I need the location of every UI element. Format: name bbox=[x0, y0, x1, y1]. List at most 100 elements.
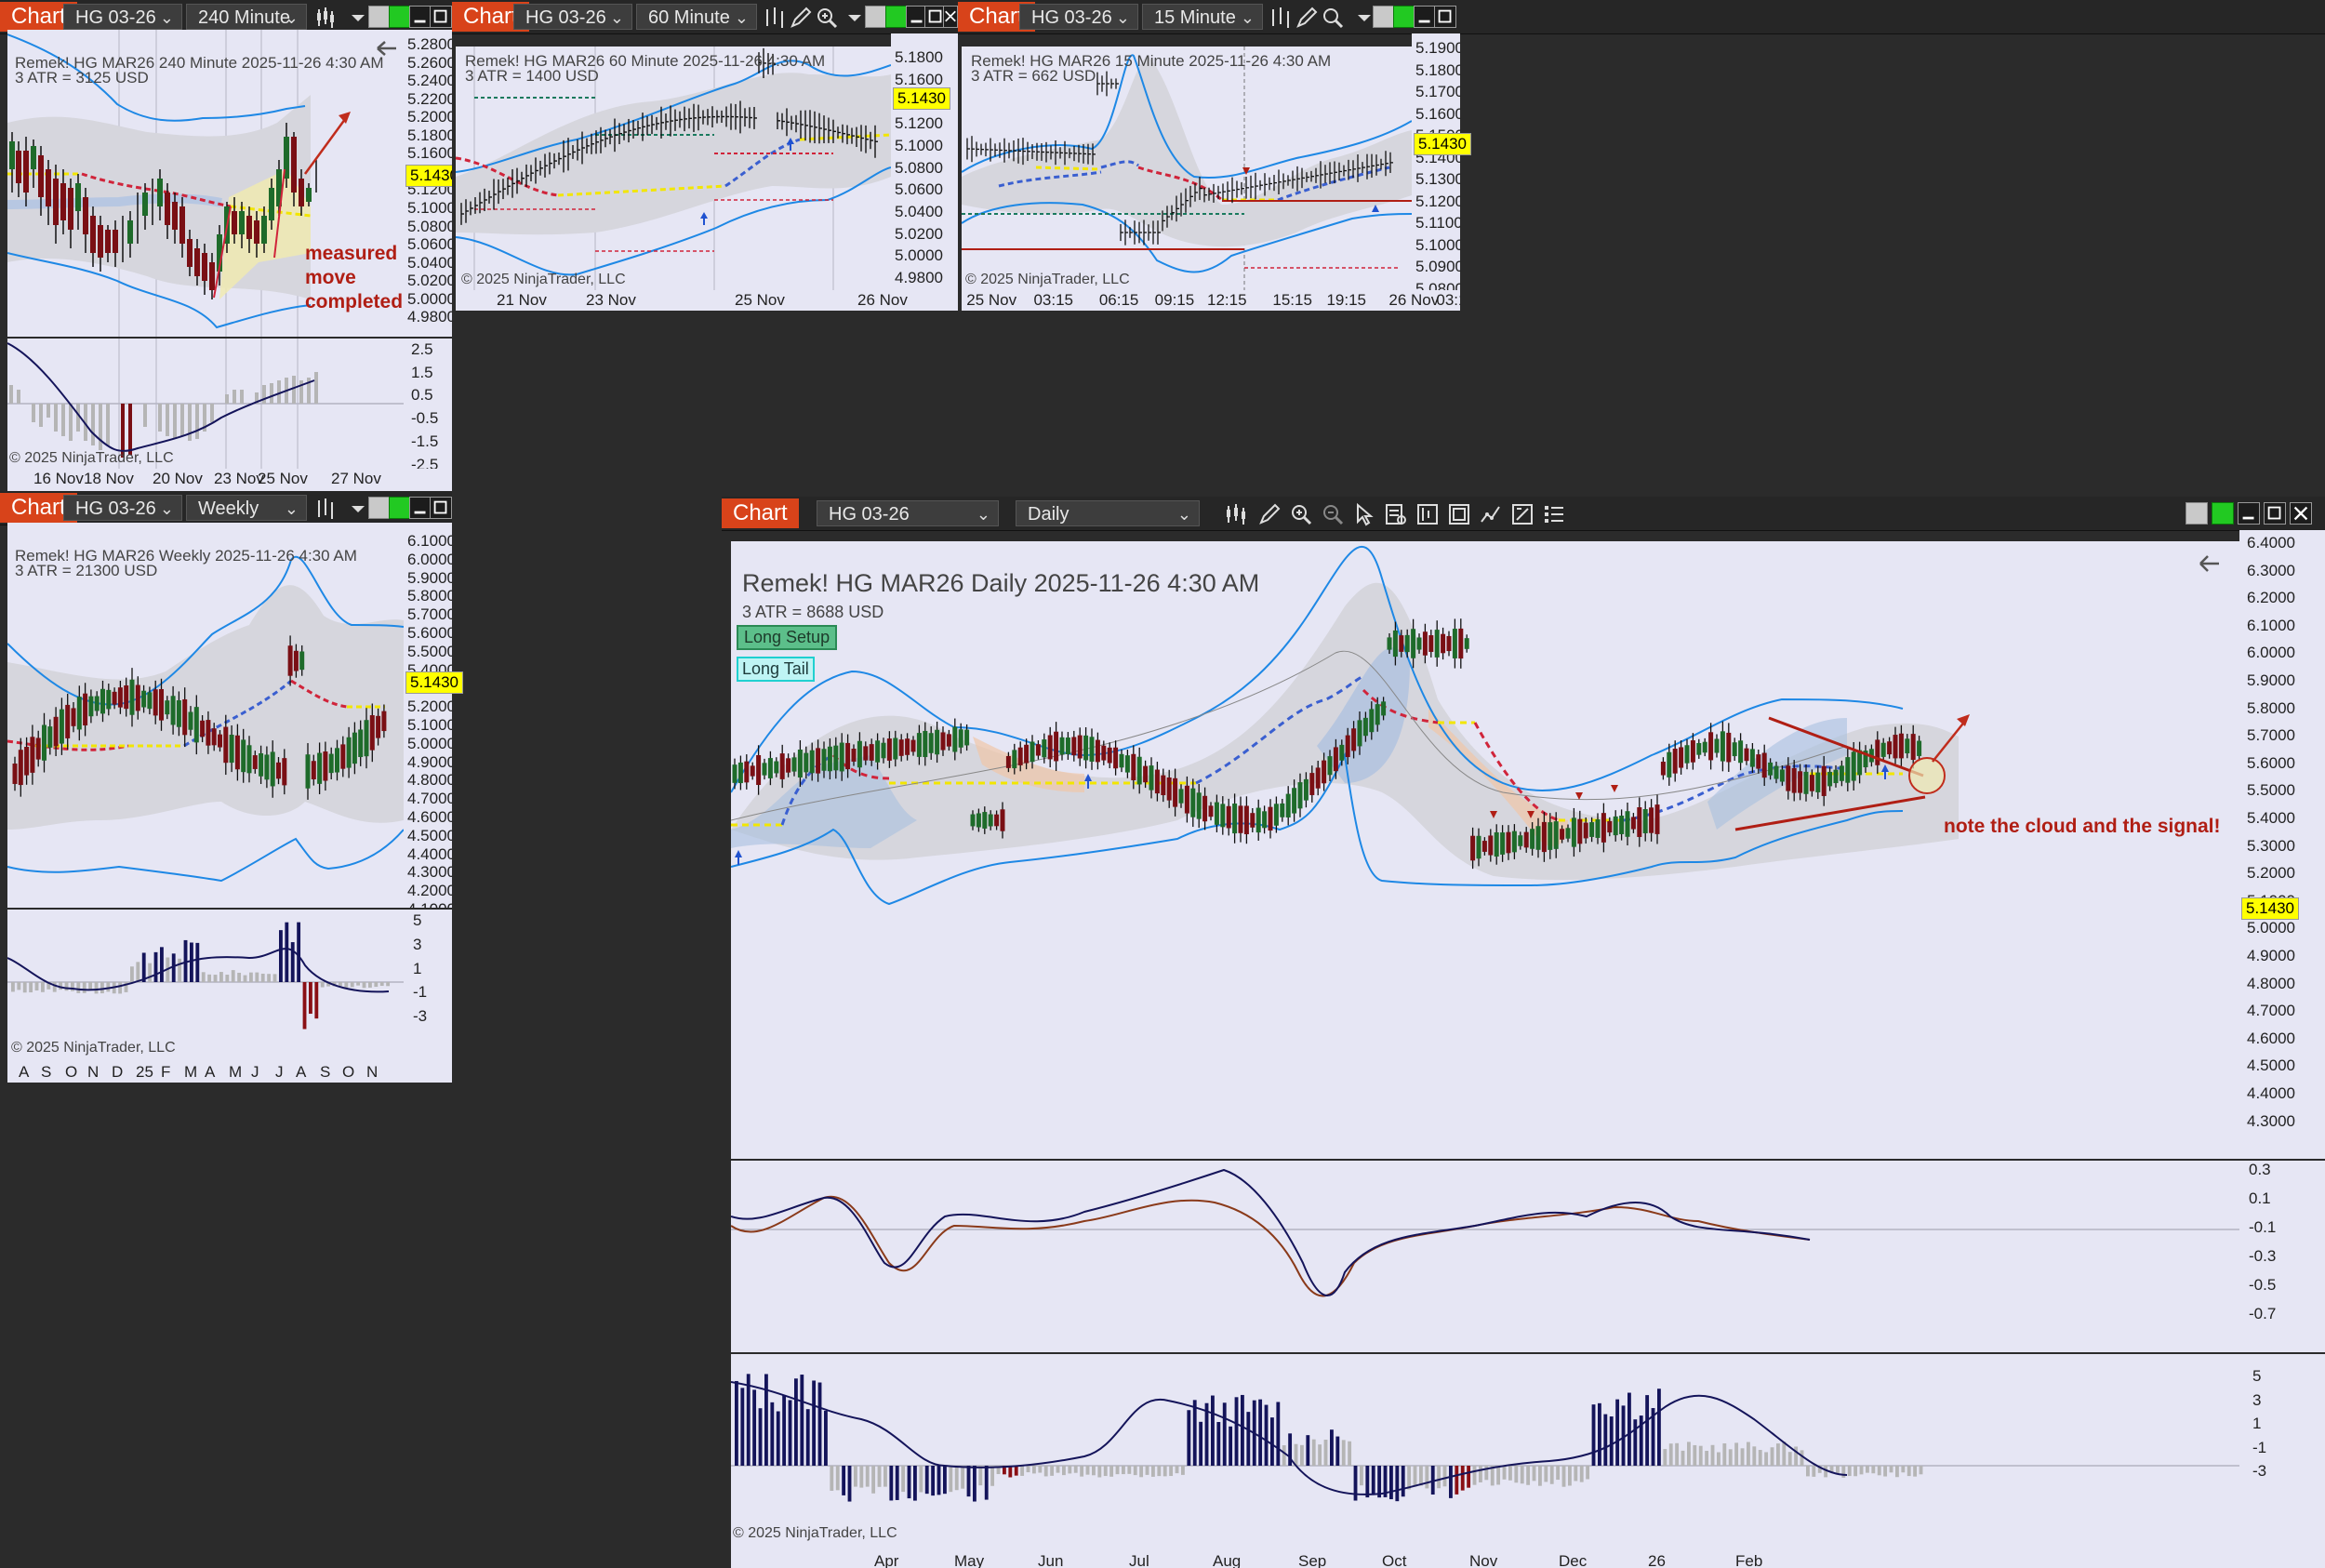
price-axis[interactable]: 5.19005.18005.17005.16005.15005.14005.13… bbox=[1412, 33, 1460, 290]
time-axis[interactable]: 25 Nov 03:15 06:15 09:15 12:15 15:15 19:15 26 N… bbox=[962, 290, 1460, 311]
histogram-bar bbox=[297, 922, 301, 982]
macd-plot-daily bbox=[731, 1168, 2239, 1297]
properties-icon[interactable] bbox=[1510, 502, 1534, 526]
instrument-selector[interactable]: HG 03-26 ⌄ bbox=[63, 495, 182, 521]
dropdown-icon[interactable] bbox=[346, 6, 370, 30]
pencil-icon[interactable] bbox=[1257, 502, 1282, 526]
candle-body bbox=[1833, 769, 1839, 784]
time-axis[interactable]: 16 Nov 18 Nov 20 Nov 23 Nov 25 Nov 27 Nov bbox=[7, 469, 452, 491]
time-axis[interactable]: A S O N D 25 F M A M J J A S O N bbox=[7, 1062, 452, 1083]
close-button[interactable] bbox=[2290, 502, 2312, 525]
histogram-bar bbox=[1073, 1466, 1078, 1473]
time-tick-label: 15:15 bbox=[1272, 291, 1312, 309]
maximize-button[interactable] bbox=[2264, 502, 2286, 525]
back-arrow-icon[interactable] bbox=[2199, 555, 2219, 572]
price-panel[interactable]: Remek! HG MAR26 240 Minute 2025-11-26 4:… bbox=[7, 30, 404, 337]
candle-body bbox=[1667, 751, 1672, 777]
zoom-out-icon[interactable] bbox=[1321, 502, 1345, 526]
candle-body bbox=[112, 691, 117, 705]
histogram-bar bbox=[1681, 1450, 1685, 1466]
link-color-button[interactable] bbox=[865, 6, 887, 28]
zoom-in-icon[interactable] bbox=[815, 6, 839, 30]
minimize-button[interactable] bbox=[409, 6, 432, 28]
dropdown-icon[interactable] bbox=[843, 6, 867, 30]
histogram-bar bbox=[1484, 1466, 1489, 1481]
link-color-button[interactable] bbox=[2186, 502, 2208, 525]
link-instrument-button[interactable] bbox=[389, 497, 411, 519]
link-instrument-button[interactable] bbox=[1393, 6, 1415, 28]
price-axis[interactable]: 6.1000 6.0000 5.9000 5.8000 5.7000 5.6000 5.50… bbox=[404, 523, 452, 908]
candle-body bbox=[1714, 738, 1720, 753]
zoom-in-icon[interactable] bbox=[1289, 502, 1313, 526]
bar-style-icon[interactable] bbox=[314, 6, 339, 30]
price-panel[interactable]: © 2025 NinjaTrader, LLC bbox=[456, 47, 891, 290]
interval-selector[interactable]: Daily ⌄ bbox=[1016, 500, 1200, 526]
chart-tab[interactable]: Chart bbox=[958, 2, 1035, 32]
histogram-bar bbox=[764, 1374, 768, 1466]
pointer-icon[interactable] bbox=[1352, 502, 1376, 526]
axis-tick-label: -0.3 bbox=[2249, 1247, 2277, 1265]
maximize-button[interactable] bbox=[1434, 6, 1456, 28]
price-panel[interactable]: © 2025 NinjaTrader, LLC bbox=[962, 47, 1412, 290]
minimize-button[interactable] bbox=[1414, 6, 1436, 28]
close-button[interactable] bbox=[943, 6, 958, 28]
time-tick-label: 25 Nov bbox=[258, 470, 308, 487]
instrument-selector[interactable]: HG 03-26 ⌄ bbox=[1019, 4, 1138, 30]
instrument-selector[interactable]: HG 03-26 ⌄ bbox=[513, 4, 632, 30]
minimize-button[interactable] bbox=[409, 497, 432, 519]
link-color-button[interactable] bbox=[368, 6, 391, 28]
close-icon bbox=[945, 10, 956, 22]
maximize-button[interactable] bbox=[430, 6, 452, 28]
price-axis[interactable]: 6.4000 6.3000 6.2000 6.1000 6.0000 5.9000 5.80… bbox=[2239, 530, 2325, 1159]
link-color-button[interactable] bbox=[368, 497, 391, 519]
interval-selector[interactable]: 15 Minute ⌄ bbox=[1142, 4, 1263, 30]
minimize-button[interactable] bbox=[2238, 502, 2260, 525]
dropdown-icon[interactable] bbox=[1352, 6, 1376, 30]
link-instrument-button[interactable] bbox=[389, 6, 411, 28]
copyright-label: © 2025 NinjaTrader, LLC bbox=[965, 272, 1130, 287]
link-instrument-button[interactable] bbox=[885, 6, 908, 28]
time-tick-label: S bbox=[41, 1063, 52, 1081]
price-axis[interactable]: 5.18005.16005.14005.12005.10005.08005.06… bbox=[891, 33, 958, 290]
dropdown-icon[interactable] bbox=[346, 497, 370, 521]
chart-tab[interactable]: Chart bbox=[722, 498, 799, 528]
macd-panel[interactable] bbox=[731, 1161, 2239, 1352]
bar-style-icon[interactable] bbox=[314, 497, 339, 521]
histogram-bar bbox=[1222, 1402, 1227, 1466]
interval-selector[interactable]: 60 Minute ⌄ bbox=[636, 4, 757, 30]
pencil-icon[interactable] bbox=[1295, 6, 1319, 30]
bar-style-icon[interactable] bbox=[1224, 502, 1248, 526]
indicators-icon[interactable] bbox=[1415, 502, 1440, 526]
axis-tick-label: 5 bbox=[413, 911, 422, 929]
candle-body bbox=[1452, 629, 1457, 658]
link-color-button[interactable] bbox=[1373, 6, 1395, 28]
histogram-bar bbox=[1139, 1466, 1144, 1478]
candle-body bbox=[106, 689, 112, 710]
pencil-icon[interactable] bbox=[789, 6, 813, 30]
interval-selector[interactable]: 240 Minute ⌄ bbox=[186, 4, 307, 30]
instrument-selector[interactable]: HG 03-26 ⌄ bbox=[817, 500, 999, 526]
price-panel[interactable]: Remek! HG MAR26 Weekly 2025-11-26 4:30 A… bbox=[7, 523, 404, 908]
list-icon[interactable] bbox=[1542, 502, 1566, 526]
bar-style-icon[interactable] bbox=[763, 6, 787, 30]
candle-body bbox=[1494, 831, 1499, 857]
price-panel[interactable]: Remek! HG MAR26 Daily 2025-11-26 4:30 AM… bbox=[731, 541, 2239, 1159]
back-arrow-icon[interactable] bbox=[377, 41, 396, 56]
chart-trader-icon[interactable] bbox=[1479, 502, 1503, 526]
time-axis[interactable]: Apr May Jun Jul Aug Sep Oct Nov Dec 26 Feb bbox=[731, 1551, 2325, 1568]
instrument-selector[interactable]: HG 03-26 ⌄ bbox=[63, 4, 182, 30]
link-instrument-button[interactable] bbox=[2212, 502, 2234, 525]
histogram-panel[interactable]: © 2025 NinjaTrader, LLC bbox=[731, 1354, 2239, 1551]
oscillator-panel[interactable]: © 2025 NinjaTrader, LLC bbox=[7, 339, 404, 469]
zoom-in-icon[interactable] bbox=[1321, 6, 1345, 30]
data-box-icon[interactable] bbox=[1384, 502, 1408, 526]
histogram-bar bbox=[1294, 1443, 1298, 1466]
oscillator-panel[interactable]: © 2025 NinjaTrader, LLC bbox=[7, 910, 404, 1062]
histogram-bar bbox=[1389, 1466, 1393, 1500]
strategies-icon[interactable] bbox=[1447, 502, 1471, 526]
bar-style-icon[interactable] bbox=[1269, 6, 1293, 30]
candle-body bbox=[898, 739, 904, 756]
maximize-button[interactable] bbox=[430, 497, 452, 519]
interval-selector[interactable]: Weekly ⌄ bbox=[186, 495, 307, 521]
time-axis[interactable]: 21 Nov 23 Nov 25 Nov 26 Nov bbox=[456, 290, 958, 311]
